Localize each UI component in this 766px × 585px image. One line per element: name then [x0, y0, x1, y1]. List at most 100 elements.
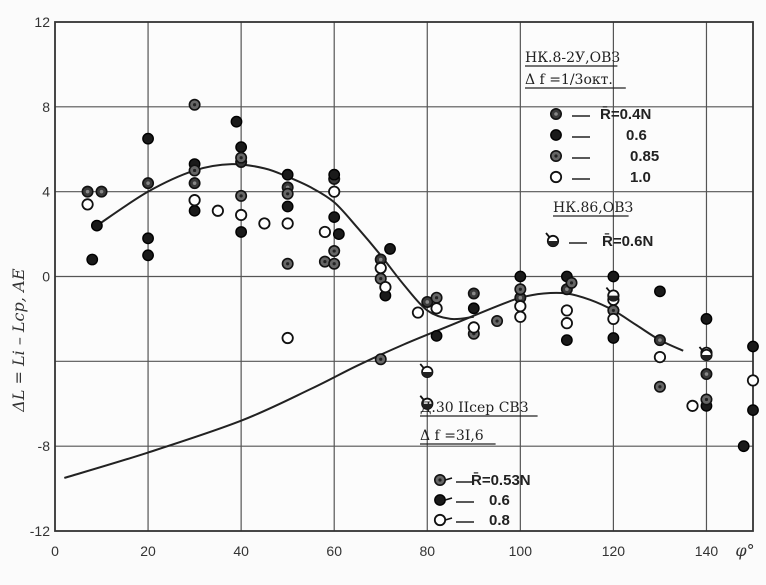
data-point-black-dot	[328, 211, 341, 224]
legend-marker	[545, 232, 560, 248]
legend-label: R̄=0.6N	[602, 232, 653, 250]
data-point-open	[318, 225, 331, 239]
legend-label: R̄=0.53N	[471, 471, 531, 489]
data-point-tailed	[605, 287, 620, 302]
x-tick-label: 100	[509, 543, 533, 559]
data-point-open	[258, 217, 271, 230]
data-point-dark-dot	[700, 368, 713, 381]
data-point-open	[560, 304, 573, 317]
legend-marker	[549, 108, 562, 121]
data-point-black-dot	[654, 285, 666, 298]
data-point-open	[607, 312, 620, 326]
data-point-dark-dot	[95, 185, 108, 198]
data-point-open	[211, 204, 224, 217]
data-point-dark-dot	[421, 295, 434, 308]
axes	[54, 21, 754, 532]
x-axis-label: φ°	[735, 541, 754, 560]
data-points	[81, 98, 760, 453]
data-point-black-dot	[737, 440, 750, 453]
data-point-black-dot	[142, 232, 154, 245]
legend-label: 0.6	[489, 492, 510, 509]
data-point-open	[746, 374, 760, 387]
data-point-black-dot	[188, 204, 201, 217]
data-point-open	[411, 306, 425, 319]
data-point-black-dot	[430, 329, 443, 342]
x-tick-label: 40	[233, 543, 249, 559]
data-point-grey-dot	[653, 380, 666, 393]
data-point-grey-dot	[491, 315, 504, 328]
data-point-black-dot	[230, 115, 243, 128]
x-tick-label: 60	[326, 543, 342, 559]
data-point-black-dot	[142, 132, 154, 145]
data-point-black-dot	[560, 334, 573, 347]
legend-label: R̄=0.4N	[600, 105, 651, 123]
data-point-dark-dot	[142, 177, 155, 190]
legend-label: 0.8	[489, 512, 510, 529]
data-point-open	[467, 321, 480, 334]
legend-group: Д.30 IIсер СВЗ Δ f =3I,6 R̄=0.53N 0.6 0.8	[420, 400, 538, 529]
data-point-grey-dot	[374, 353, 387, 366]
data-point-black-dot	[281, 200, 294, 213]
data-point-open	[81, 198, 94, 211]
data-point-tailed	[419, 395, 434, 410]
y-tick-label: 0	[42, 269, 50, 285]
data-point-black-dot	[328, 168, 341, 181]
plot-frame	[54, 21, 754, 532]
data-point-grey-dot	[328, 257, 341, 270]
legend-marker	[549, 170, 563, 184]
grid	[55, 22, 753, 531]
data-point-black-dot	[514, 270, 527, 283]
curve-lower	[64, 291, 684, 479]
data-point-black-dot	[384, 243, 396, 255]
y-tick-label: 8	[42, 99, 50, 115]
y-tick-label: -8	[38, 438, 51, 454]
data-point-grey-dot	[235, 151, 248, 164]
data-point-grey-dot	[514, 283, 527, 296]
legend-marker	[434, 494, 453, 506]
data-point-open	[374, 261, 387, 275]
data-point-open	[328, 185, 341, 198]
data-point-open	[653, 350, 667, 364]
legend-marker	[549, 150, 562, 163]
x-tick-label: 0	[51, 543, 59, 559]
data-point-open	[281, 331, 294, 345]
data-point-black-dot	[467, 302, 480, 315]
data-point-open	[188, 194, 201, 207]
data-point-black-dot	[86, 253, 99, 266]
legend-title: Δ f =3I,6	[420, 428, 484, 444]
data-point-black-dot	[607, 270, 620, 283]
legend: НК.8-2У,ОВЗ Δ f =1/3окт. R̄=0.4N 0.6 0.85 1.0…	[420, 50, 659, 529]
legend-title: Δ f =1/3окт.	[525, 72, 613, 88]
y-tick-label: -12	[30, 523, 50, 539]
data-point-open	[514, 300, 527, 313]
data-point-black-dot	[281, 168, 294, 181]
data-point-black-dot	[747, 404, 759, 417]
data-point-tailed	[419, 363, 434, 379]
legend-marker	[433, 473, 453, 486]
data-point-dark-dot	[653, 334, 666, 347]
data-point-black-dot	[607, 332, 620, 344]
data-point-black-dot	[700, 313, 713, 325]
x-tick-label: 120	[602, 543, 626, 559]
data-point-open	[430, 302, 443, 315]
legend-title: НК.8-2У,ОВЗ	[525, 50, 620, 66]
legend-label: 0.6	[626, 127, 647, 144]
legend-title: Д.30 IIсер СВЗ	[420, 400, 528, 416]
legend-label: 1.0	[630, 169, 651, 186]
data-point-black-dot	[235, 141, 248, 154]
y-axis-label: ΔL = Li – Lср, АЕ	[9, 268, 28, 413]
legend-group: НК.86,ОВЗ R̄=0.6N	[545, 200, 653, 250]
legend-group: НК.8-2У,ОВЗ Δ f =1/3окт. R̄=0.4N 0.6 0.85 1.0	[525, 50, 659, 186]
data-point-dark-dot	[188, 177, 201, 190]
data-point-open	[514, 310, 527, 323]
x-tick-label: 80	[419, 543, 435, 559]
data-point-open	[686, 399, 699, 412]
data-point-dark-dot	[81, 185, 94, 198]
data-point-grey-dot	[188, 98, 201, 111]
data-point-tailed	[698, 346, 713, 362]
y-tick-label: 12	[34, 14, 50, 30]
data-point-grey-dot	[188, 164, 201, 177]
legend-marker	[550, 129, 562, 141]
